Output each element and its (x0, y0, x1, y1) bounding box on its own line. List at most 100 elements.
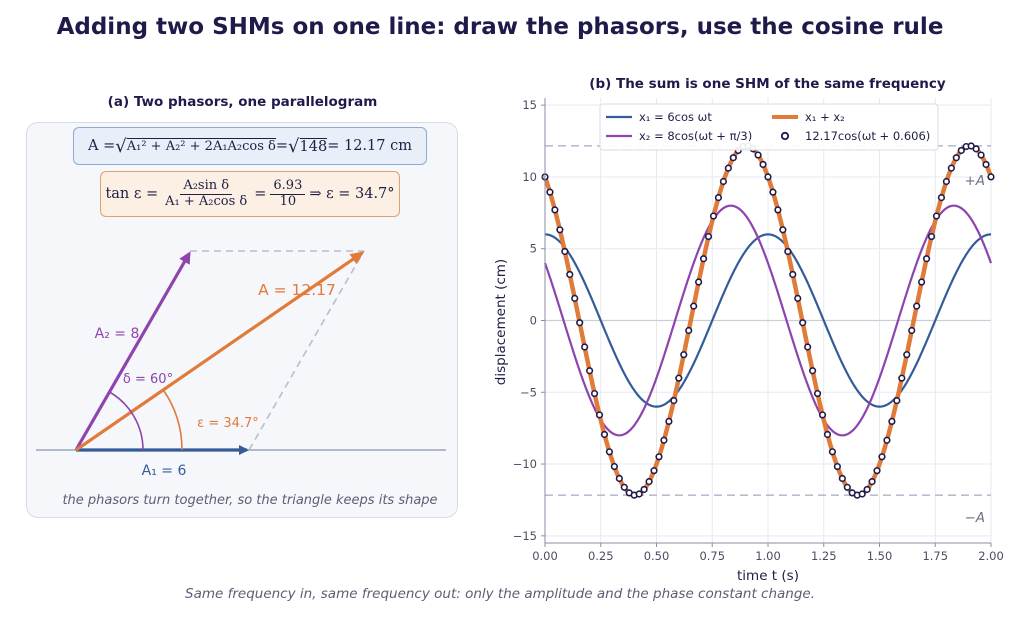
sample-marker (878, 453, 886, 461)
sample-marker (873, 467, 881, 475)
sample-marker (685, 326, 693, 335)
sample-marker (551, 206, 559, 214)
sample-marker (675, 374, 683, 382)
label-epsilon: ε = 34.7° (197, 416, 259, 431)
sample-marker (576, 319, 584, 327)
sample-marker (774, 206, 782, 214)
sample-marker (932, 212, 941, 220)
shm-chart: 0.00 0.25 0.50 0.75 1.00 1.25 1.50 1.75 2.00 −15… (513, 98, 1004, 563)
amp-root-value: 148 (299, 137, 328, 155)
phase-num: A₂sin δ (180, 178, 233, 195)
sample-marker (942, 177, 951, 186)
root-sign-icon: √ (115, 135, 127, 157)
sample-marker (699, 255, 708, 263)
sample-marker (918, 278, 926, 286)
sample-marker (680, 351, 688, 359)
sample-marker (843, 483, 851, 491)
sample-marker (898, 374, 906, 382)
sample-marker (581, 343, 589, 351)
sample-marker (665, 417, 673, 426)
sample-marker (838, 474, 846, 483)
sample-marker (779, 226, 787, 234)
x-tick-label: 0.00 (532, 549, 558, 563)
sample-marker (566, 270, 574, 279)
amp-lhs: A = (88, 138, 116, 154)
sample-marker (690, 302, 698, 310)
x-tick-label: 1.75 (922, 549, 948, 563)
x-axis-label: time t (s) (737, 568, 799, 584)
y-tick-label: −15 (513, 529, 537, 543)
series-x1-line (544, 233, 992, 408)
amp-eq: = (275, 138, 289, 154)
legend-swatch-samples (780, 131, 790, 141)
phase-eq: = (254, 186, 267, 202)
root-sign-icon: √ (288, 135, 300, 157)
x-tick-label: 0.25 (588, 549, 614, 563)
legend-label-samples: 12.17cos(ωt + 0.606) (805, 129, 930, 143)
sample-marker (957, 146, 965, 155)
sample-marker (784, 247, 792, 256)
sample-marker (635, 490, 643, 498)
sample-marker (883, 436, 891, 444)
sample-marker (903, 351, 911, 359)
y-tick-label: 5 (530, 242, 537, 256)
amp-root-body: A₁² + A₂² + 2A₁A₂cos δ (126, 138, 276, 154)
sample-marker (794, 294, 802, 302)
y-tick-labels: −15 −10 −5 0 5 10 15 (513, 98, 537, 543)
chart-axes (541, 98, 992, 547)
sample-marker (729, 154, 737, 162)
legend-label-sum: x₁ + x₂ (805, 110, 845, 124)
label-resultant: A = 12.17 (258, 281, 336, 299)
phasor-diagram (36, 250, 446, 455)
chart-legend: x₁ = 6cos ωt x₂ = 8cos(ωt + π/3) x₁ + x₂… (599, 103, 939, 151)
legend-frame (599, 103, 939, 151)
sample-marker (927, 232, 936, 241)
footnote: Same frequency in, same frequency out: o… (185, 586, 815, 602)
y-tick-label: −5 (520, 385, 537, 399)
sample-marker (695, 278, 703, 286)
y-tick-label: −10 (513, 457, 537, 471)
sample-marker (615, 474, 623, 483)
sample-marker (908, 326, 916, 335)
sample-marker (590, 389, 599, 398)
sample-marker (833, 462, 841, 471)
phasor-a2-arrow (74, 251, 191, 451)
x-tick-label: 1.50 (867, 549, 893, 563)
ref-minus-a-label: −A (964, 510, 985, 526)
phase-result: ⇒ ε = 34.7° (309, 186, 395, 202)
sample-marker (813, 389, 822, 398)
sample-marker (585, 367, 594, 375)
sample-marker (823, 430, 832, 439)
amplitude-formula: A = √ A₁² + A₂² + 2A₁A₂cos δ = √ 148 = 12.… (73, 127, 427, 165)
ref-plus-a-label: +A (964, 173, 985, 189)
sample-marker (571, 294, 579, 302)
sample-marker (714, 193, 723, 202)
y-tick-label: 15 (522, 98, 537, 112)
resultant-arrow (75, 251, 365, 452)
phase-lhs: tan ε = (105, 186, 159, 202)
sample-marker (754, 151, 762, 159)
sample-marker (982, 160, 990, 169)
sample-marker (868, 478, 876, 486)
sample-marker (556, 226, 564, 234)
x-tick-label: 0.75 (699, 549, 725, 563)
sample-marker (987, 173, 995, 181)
sample-marker (645, 478, 653, 486)
sample-marker (724, 164, 732, 172)
sample-marker (799, 319, 807, 327)
phase-den: A₁ + A₂cos δ (165, 193, 248, 209)
sample-marker (561, 247, 569, 256)
sample-marker (610, 462, 618, 471)
sample-marker (764, 173, 772, 181)
y-tick-label: 0 (530, 314, 537, 328)
label-a1: A₁ = 6 (142, 463, 187, 479)
sample-marker (546, 188, 554, 196)
sample-marker (808, 367, 817, 375)
legend-label-x1: x₁ = 6cos ωt (639, 110, 712, 124)
phase-den2: 10 (279, 193, 297, 209)
sample-marker (828, 448, 837, 456)
sample-marker (670, 396, 678, 405)
phase-formula: tan ε = A₂sin δ A₁ + A₂cos δ = 6.93 10 ⇒… (100, 171, 400, 217)
sample-marker (650, 467, 658, 475)
